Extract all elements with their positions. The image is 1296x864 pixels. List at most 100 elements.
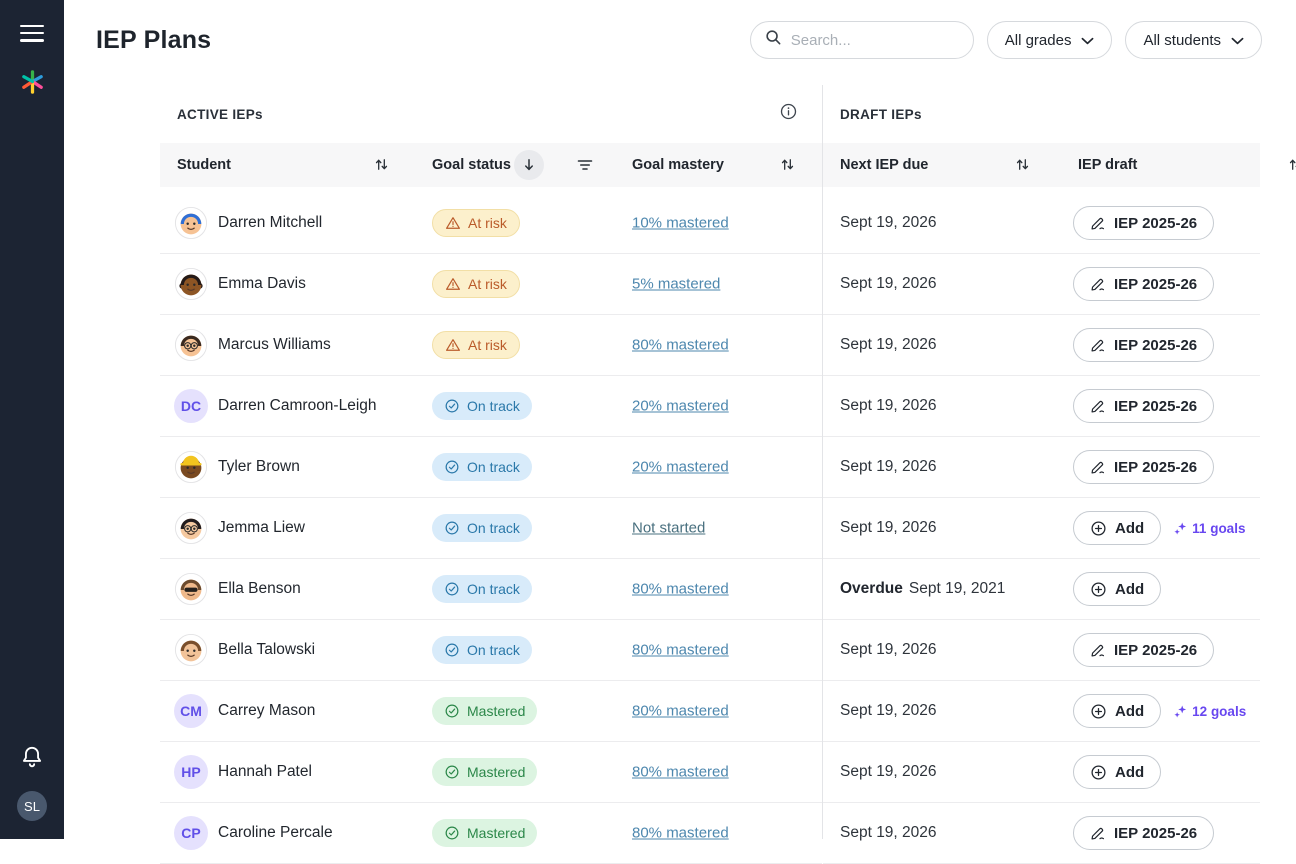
next-iep-due-cell: Sept 19, 2026 [840, 519, 937, 537]
sort-updown-icon[interactable] [374, 157, 389, 177]
next-iep-due-date: Sept 19, 2026 [840, 336, 937, 353]
add-iep-button-label: Add [1115, 764, 1144, 781]
warning-triangle-icon [445, 337, 461, 353]
iep-draft-button[interactable]: IEP 2025-26 [1073, 206, 1214, 240]
check-circle-icon [444, 581, 460, 597]
goal-status-label: At risk [468, 215, 507, 231]
iep-draft-button[interactable]: IEP 2025-26 [1073, 450, 1214, 484]
avatar-face [174, 511, 208, 545]
column-student: Student [177, 143, 231, 187]
goal-mastery-link[interactable]: 5% mastered [632, 276, 720, 293]
search-box[interactable] [750, 21, 974, 59]
iep-draft-cell: IEP 2025-26 [1073, 267, 1214, 301]
search-input[interactable] [791, 32, 941, 49]
add-iep-button[interactable]: Add [1073, 511, 1161, 545]
iep-draft-cell: IEP 2025-26 [1073, 206, 1214, 240]
check-circle-icon [444, 764, 460, 780]
goal-status-badge: On track [432, 453, 532, 481]
next-iep-due-date: Sept 19, 2026 [840, 275, 937, 292]
suggested-goals-label: 12 goals [1192, 704, 1246, 719]
edit-pencil-icon [1090, 642, 1106, 658]
students-filter-dropdown[interactable]: All students [1125, 21, 1262, 59]
goal-status-badge: At risk [432, 209, 520, 237]
student-avatar [174, 511, 208, 545]
student-avatar: DC [174, 389, 208, 423]
avatar-initials: HP [174, 755, 208, 789]
goal-mastery-link[interactable]: 80% mastered [632, 764, 729, 781]
avatar-initials: CP [174, 816, 208, 850]
add-iep-button[interactable]: Add [1073, 755, 1161, 789]
sort-updown-icon[interactable] [1288, 157, 1296, 177]
iep-draft-cell: Add [1073, 755, 1161, 789]
avatar-face [174, 450, 208, 484]
grades-filter-dropdown[interactable]: All grades [987, 21, 1113, 59]
goal-mastery-link[interactable]: Not started [632, 520, 705, 537]
goal-mastery-link[interactable]: 80% mastered [632, 337, 729, 354]
topbar: IEP Plans All grades All students [64, 0, 1296, 80]
plus-circle-icon [1090, 581, 1107, 598]
column-next-iep-due: Next IEP due [840, 143, 928, 187]
goal-mastery-link[interactable]: 10% mastered [632, 215, 729, 232]
iep-draft-cell: Add [1073, 572, 1161, 606]
iep-draft-button-label: IEP 2025-26 [1114, 642, 1197, 659]
info-icon[interactable] [780, 103, 797, 125]
filter-icon[interactable] [577, 157, 593, 178]
goal-status-label: On track [467, 642, 520, 658]
menu-hamburger-icon[interactable] [20, 20, 44, 46]
goal-status-label: Mastered [467, 703, 525, 719]
chevron-down-icon [1231, 32, 1244, 49]
goal-status-label: On track [467, 398, 520, 414]
edit-pencil-icon [1090, 337, 1106, 353]
main-content: IEP Plans All grades All students [64, 0, 1296, 839]
iep-draft-button[interactable]: IEP 2025-26 [1073, 328, 1214, 362]
iep-draft-cell: Add 11 goals [1073, 511, 1245, 545]
chevron-down-icon [1081, 32, 1094, 49]
draft-row: Sept 19, 2026 IEP 2025-26 [823, 376, 1260, 437]
add-iep-button[interactable]: Add [1073, 572, 1161, 606]
notifications-bell-icon[interactable] [19, 744, 45, 775]
goal-mastery-link[interactable]: 20% mastered [632, 459, 729, 476]
overdue-label: Overdue [840, 580, 903, 597]
student-name: Jemma Liew [218, 519, 305, 537]
warning-triangle-icon [445, 276, 461, 292]
iep-draft-cell: IEP 2025-26 [1073, 816, 1214, 850]
iep-draft-button[interactable]: IEP 2025-26 [1073, 816, 1214, 850]
column-goal-mastery: Goal mastery [632, 143, 724, 187]
iep-draft-cell: Add 12 goals [1073, 694, 1246, 728]
goal-status-label: At risk [468, 276, 507, 292]
iep-draft-button[interactable]: IEP 2025-26 [1073, 633, 1214, 667]
warning-triangle-icon [445, 215, 461, 231]
goal-mastery-link[interactable]: 20% mastered [632, 398, 729, 415]
next-iep-due-cell: Sept 19, 2026 [840, 336, 937, 354]
active-table-header: Student Goal status Goal [160, 143, 822, 187]
add-iep-button-label: Add [1115, 520, 1144, 537]
iep-draft-button[interactable]: IEP 2025-26 [1073, 389, 1214, 423]
goal-mastery-link[interactable]: 80% mastered [632, 642, 729, 659]
suggested-goals-chip[interactable]: 12 goals [1173, 704, 1246, 719]
sort-down-icon[interactable] [514, 150, 544, 180]
sidebar: SL [0, 0, 64, 839]
suggested-goals-chip[interactable]: 11 goals [1173, 521, 1245, 536]
student-name: Darren Camroon-Leigh [218, 397, 377, 415]
iep-draft-button-label: IEP 2025-26 [1114, 276, 1197, 293]
student-name: Carrey Mason [218, 702, 315, 720]
next-iep-due-date: Sept 19, 2026 [840, 763, 937, 780]
iep-draft-button[interactable]: IEP 2025-26 [1073, 267, 1214, 301]
goal-mastery-link[interactable]: 80% mastered [632, 581, 729, 598]
goal-mastery-link[interactable]: 80% mastered [632, 703, 729, 720]
sort-updown-icon[interactable] [780, 157, 795, 177]
add-iep-button[interactable]: Add [1073, 694, 1161, 728]
sort-updown-icon[interactable] [1015, 157, 1030, 177]
student-name: Hannah Patel [218, 763, 312, 781]
draft-row: Sept 19, 2026 Add 11 goals [823, 498, 1260, 559]
goal-status-badge: On track [432, 392, 532, 420]
user-avatar[interactable]: SL [17, 791, 47, 821]
next-iep-due-cell: Sept 19, 2026 [840, 397, 937, 415]
student-avatar: CP [174, 816, 208, 850]
